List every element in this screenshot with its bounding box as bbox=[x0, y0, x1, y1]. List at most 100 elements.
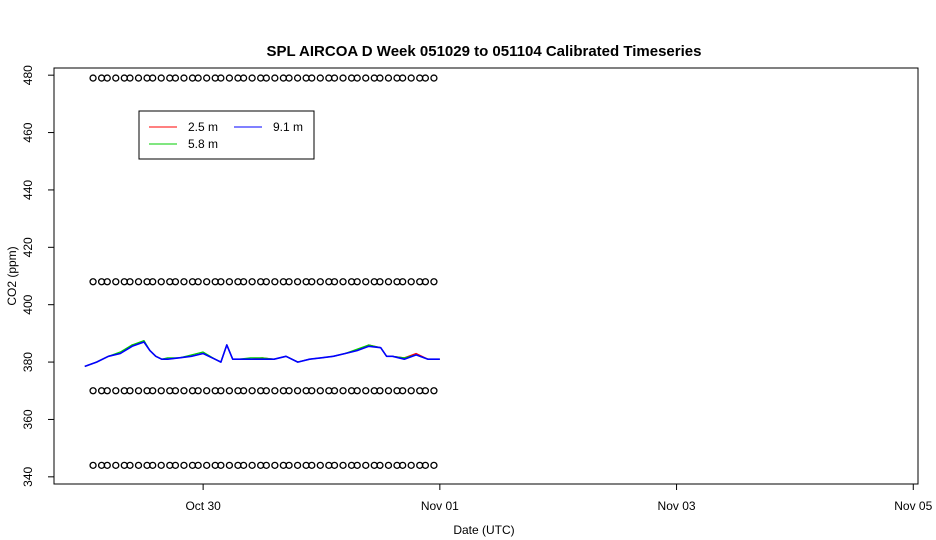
calibration-marker bbox=[262, 278, 270, 286]
calibration-marker bbox=[421, 74, 430, 82]
calibration-marker bbox=[180, 387, 188, 395]
calibration-marker bbox=[171, 461, 180, 470]
calibration-marker bbox=[271, 278, 279, 286]
calibration-marker bbox=[194, 461, 202, 470]
calibration-marker bbox=[339, 278, 347, 286]
calibration-marker bbox=[171, 387, 180, 395]
calibration-marker bbox=[376, 387, 384, 395]
calibration-marker bbox=[157, 461, 165, 470]
calibration-marker bbox=[225, 387, 234, 395]
y-tick-label: 420 bbox=[21, 237, 35, 257]
calibration-marker bbox=[262, 461, 270, 470]
calibration-marker bbox=[293, 461, 302, 470]
x-tick-label: Nov 05 bbox=[894, 499, 932, 513]
calibration-marker bbox=[239, 278, 248, 286]
calibration-marker bbox=[330, 74, 339, 82]
calibration-marker bbox=[225, 278, 234, 286]
calibration-marker bbox=[430, 387, 438, 395]
series-line-2-5-m bbox=[84, 341, 440, 367]
calibration-marker bbox=[384, 74, 393, 82]
calibration-marker bbox=[103, 387, 111, 395]
calibration-marker bbox=[316, 74, 324, 82]
calibration-marker bbox=[203, 461, 211, 470]
calibration-marker bbox=[353, 278, 361, 286]
calibration-marker bbox=[308, 278, 316, 286]
calibration-marker bbox=[103, 461, 111, 470]
calibration-marker bbox=[430, 278, 438, 286]
calibration-marker bbox=[285, 74, 293, 82]
calibration-marker bbox=[316, 278, 324, 286]
calibration-marker bbox=[239, 461, 248, 470]
calibration-marker bbox=[89, 278, 97, 286]
legend-box bbox=[138, 110, 315, 160]
calibration-marker bbox=[430, 74, 438, 82]
calibration-marker bbox=[225, 461, 234, 470]
calibration-marker bbox=[134, 461, 143, 470]
calibration-marker bbox=[399, 387, 407, 395]
calibration-marker bbox=[407, 74, 415, 82]
y-tick-label: 340 bbox=[21, 466, 35, 486]
calibration-marker bbox=[225, 74, 234, 82]
calibration-marker bbox=[421, 278, 430, 286]
calibration-marker bbox=[285, 387, 293, 395]
calibration-marker bbox=[293, 387, 302, 395]
calibration-marker bbox=[353, 387, 361, 395]
calibration-marker bbox=[126, 461, 134, 470]
calibration-marker bbox=[384, 461, 393, 470]
x-axis-label: Date (UTC) bbox=[453, 523, 514, 537]
calibration-marker bbox=[362, 461, 370, 470]
calibration-marker bbox=[316, 387, 324, 395]
calibration-marker bbox=[89, 387, 97, 395]
calibration-marker bbox=[362, 74, 370, 82]
calibration-marker bbox=[339, 387, 347, 395]
series-line-9-1-m bbox=[84, 341, 440, 368]
legend-label-9-1m: 9.1 m bbox=[273, 120, 303, 134]
calibration-marker bbox=[171, 278, 180, 286]
calibration-marker bbox=[376, 74, 384, 82]
calibration-marker bbox=[217, 387, 225, 395]
calibration-marker bbox=[134, 74, 143, 82]
calibration-marker bbox=[126, 278, 134, 286]
calibration-marker bbox=[248, 278, 256, 286]
calibration-marker bbox=[248, 461, 256, 470]
y-tick-label: 460 bbox=[21, 122, 35, 142]
calibration-marker bbox=[103, 74, 111, 82]
calibration-marker bbox=[407, 278, 415, 286]
calibration-marker bbox=[271, 461, 279, 470]
calibration-marker bbox=[384, 387, 393, 395]
x-tick-label: Nov 03 bbox=[658, 499, 696, 513]
chart-title: SPL AIRCOA D Week 051029 to 051104 Calib… bbox=[267, 43, 702, 60]
calibration-marker bbox=[316, 461, 324, 470]
calibration-marker bbox=[293, 278, 302, 286]
calibration-marker bbox=[171, 74, 180, 82]
x-tick-label: Nov 01 bbox=[421, 499, 459, 513]
y-axis-label: CO2 (ppm) bbox=[5, 246, 19, 305]
calibration-marker bbox=[399, 278, 407, 286]
calibration-marker bbox=[89, 461, 97, 470]
calibration-marker-rows bbox=[89, 74, 438, 470]
x-axis: Oct 30 Nov 01 Nov 03 Nov 05 bbox=[185, 483, 933, 513]
calibration-marker bbox=[330, 387, 339, 395]
calibration-marker bbox=[112, 278, 120, 286]
calibration-marker bbox=[239, 387, 248, 395]
calibration-marker bbox=[384, 278, 393, 286]
calibration-marker bbox=[376, 461, 384, 470]
calibration-marker bbox=[353, 74, 361, 82]
calibration-marker bbox=[112, 74, 120, 82]
calibration-marker bbox=[194, 278, 202, 286]
calibration-marker bbox=[103, 278, 111, 286]
calibration-marker bbox=[126, 387, 134, 395]
calibration-marker bbox=[407, 461, 415, 470]
calibration-marker bbox=[421, 461, 430, 470]
calibration-marker bbox=[407, 387, 415, 395]
calibration-marker bbox=[271, 387, 279, 395]
y-tick-label: 360 bbox=[21, 409, 35, 429]
legend: 2.5 m 5.8 m 9.1 m bbox=[138, 110, 315, 160]
calibration-marker bbox=[149, 461, 157, 470]
calibration-marker bbox=[308, 74, 316, 82]
calibration-marker bbox=[271, 74, 279, 82]
series-lines bbox=[84, 340, 440, 368]
calibration-marker bbox=[180, 461, 188, 470]
calibration-marker bbox=[248, 74, 256, 82]
